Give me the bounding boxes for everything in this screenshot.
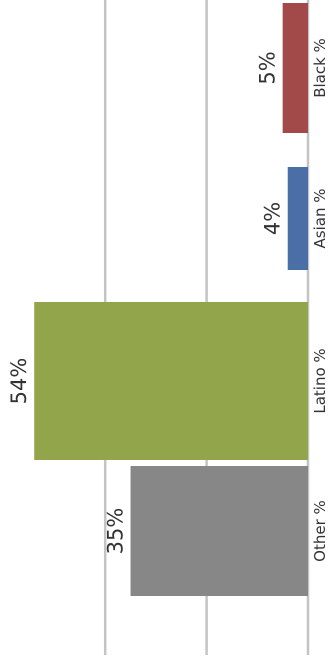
value-label-other-pct: 35% [104, 508, 128, 555]
category-label-black-pct: Black % [311, 38, 329, 98]
bar-black-pct [282, 3, 308, 133]
bars [34, 3, 308, 596]
value-label-latino-pct: 54% [7, 358, 31, 405]
bar-latino-pct [34, 302, 308, 460]
bar-asian-pct [287, 167, 308, 270]
category-label-latino-pct: Latino % [311, 348, 329, 413]
value-label-black-pct: 5% [256, 51, 280, 84]
value-labels: 5% 4% 54% 35% [7, 51, 285, 554]
category-label-asian-pct: Asian % [311, 189, 329, 249]
bar-other-pct [130, 466, 308, 596]
category-label-other-pct: Other % [311, 500, 329, 562]
category-labels: Black % Asian % Latino % Other % [311, 38, 329, 562]
value-label-asian-pct: 4% [261, 202, 285, 235]
